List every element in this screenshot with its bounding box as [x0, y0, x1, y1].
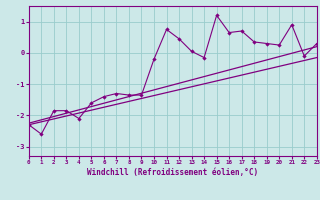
X-axis label: Windchill (Refroidissement éolien,°C): Windchill (Refroidissement éolien,°C) [87, 168, 258, 177]
